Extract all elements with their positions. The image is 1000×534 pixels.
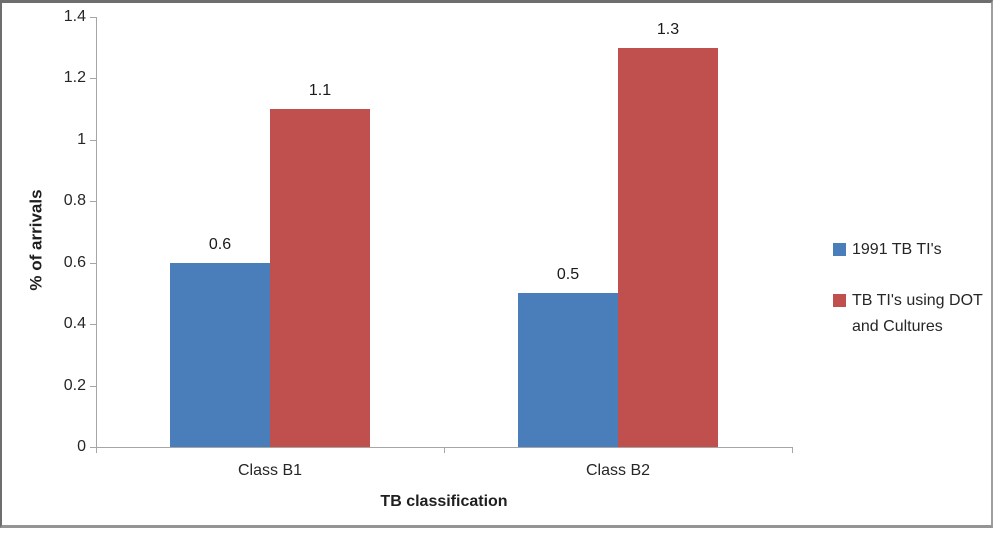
legend-label-line: TB TI's using DOT xyxy=(852,292,983,309)
x-axis-line xyxy=(96,447,793,448)
y-axis-tick-label: 1.4 xyxy=(63,8,86,25)
y-axis-tick xyxy=(90,201,96,203)
y-axis-tick xyxy=(90,139,96,141)
y-axis-tick-label: 1 xyxy=(77,130,86,148)
legend-label-series-2: TB TI's using DOT and Cultures xyxy=(852,288,983,340)
x-axis-tick xyxy=(444,448,445,453)
y-axis-tick xyxy=(90,262,96,264)
bar-class-b2-series-1 xyxy=(518,293,618,447)
y-axis-tick xyxy=(90,324,96,326)
x-axis-tick xyxy=(96,448,97,453)
x-axis-title: TB classification xyxy=(380,493,508,510)
x-axis-tick xyxy=(792,448,793,453)
legend-label-series-1: 1991 TB TI's xyxy=(852,237,942,263)
y-axis-tick-label: 1.2 xyxy=(63,69,86,87)
bar-value-label: 1.3 xyxy=(656,20,680,38)
legend-label-line: and Cultures xyxy=(852,318,943,335)
x-axis-category-label: Class B2 xyxy=(585,462,651,479)
y-axis-tick-label: 0.4 xyxy=(63,315,86,333)
y-axis-tick-label: 0.6 xyxy=(63,253,86,271)
x-axis-category-label: Class B1 xyxy=(237,462,303,479)
legend-marker-series-2 xyxy=(833,294,846,307)
bar-class-b1-series-1 xyxy=(170,262,270,447)
bar-value-label: 1.1 xyxy=(308,82,332,100)
bar-value-label: 0.6 xyxy=(208,235,232,253)
y-axis-tick xyxy=(90,78,96,80)
y-axis-tick xyxy=(90,17,96,18)
legend-marker-series-1 xyxy=(833,243,846,256)
y-axis-tick-label: 0 xyxy=(77,438,86,455)
bar-class-b1-series-2 xyxy=(270,109,370,447)
y-axis-tick-label: 0.8 xyxy=(63,192,86,210)
bar-class-b2-series-2 xyxy=(618,47,718,447)
bar-value-label: 0.5 xyxy=(556,266,580,284)
y-axis-tick-label: 0.2 xyxy=(63,376,86,394)
y-axis-tick xyxy=(90,447,96,448)
y-axis-line xyxy=(96,17,97,453)
y-axis-tick xyxy=(90,385,96,387)
legend-label-line: 1991 TB TI's xyxy=(852,241,942,258)
